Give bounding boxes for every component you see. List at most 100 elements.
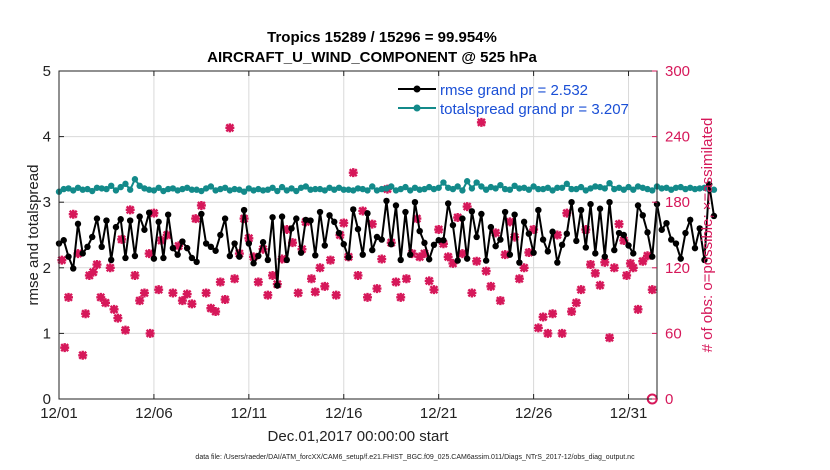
obs-assimilated-marker [638, 256, 648, 266]
obs-assimilated-marker [288, 238, 298, 248]
obs-assimilated-marker [125, 205, 135, 215]
rmse-point [60, 237, 67, 244]
obs-assimilated-marker [529, 225, 539, 235]
obs-assimilated-marker [315, 263, 325, 273]
rmse-point [316, 208, 324, 216]
obs-assimilated-marker [96, 292, 106, 302]
obs-assimilated-marker [206, 303, 216, 313]
totalspread-point [525, 186, 533, 193]
rmse-point [103, 217, 110, 224]
y-axis-label: rmse and totalspread [25, 165, 42, 306]
rmse-point [383, 197, 390, 205]
rmse-point [568, 199, 575, 206]
rmse-point [217, 231, 224, 239]
rmse-point [369, 246, 376, 254]
obs-assimilated-marker [600, 257, 610, 267]
obs-assimilated-marker [614, 219, 624, 229]
rmse-point [183, 244, 191, 252]
obs-assimilated-marker [429, 285, 439, 295]
obs-assimilated-marker [60, 343, 70, 353]
obs-assimilated-marker [605, 333, 615, 343]
totalspread-point [473, 179, 480, 186]
x-tick-label: 12/16 [325, 405, 363, 422]
totalspread-point [364, 187, 371, 194]
totalspread-point [416, 186, 423, 193]
rmse-point [468, 208, 476, 215]
totalspread-point [307, 186, 314, 193]
obs-assimilated-marker [495, 296, 505, 306]
obs-assimilated-marker [177, 296, 187, 306]
obs-assimilated-marker [538, 312, 548, 322]
rmse-point [625, 242, 632, 249]
obs-assimilated-marker [590, 268, 600, 278]
obs-assimilated-marker [434, 225, 444, 235]
rmse-point [117, 216, 124, 223]
totalspread-point [131, 176, 139, 183]
x-tick-labels: 12/01 12/06 12/11 12/16 12/21 12/26 12/31 [40, 405, 647, 422]
rmse-point [416, 227, 423, 235]
rmse-point [74, 220, 82, 228]
rmse-point [411, 199, 419, 206]
obs-assimilated-marker [306, 274, 316, 284]
rmse-point [549, 228, 556, 235]
rmse-point [687, 216, 694, 224]
totalspread-point [288, 185, 295, 192]
y-right-tick-label: 60 [665, 325, 682, 342]
x-tick-label: 12/01 [40, 405, 78, 422]
totalspread-point [672, 184, 680, 191]
rmse-point [454, 257, 461, 264]
totalspread-point [240, 188, 248, 195]
totalspread-point [198, 187, 205, 195]
obs-assimilated-marker [581, 225, 591, 235]
rmse-point [264, 256, 272, 264]
obs-assimilated-marker [109, 304, 119, 314]
totalspread-point [482, 186, 490, 193]
totalspread-point [122, 180, 129, 188]
rmse-point [388, 240, 395, 248]
rmse-point [326, 212, 333, 219]
rmse-point [459, 215, 466, 222]
rmse-point [573, 237, 580, 245]
totalspread-point [321, 187, 328, 194]
rmse-point [544, 248, 552, 255]
totalspread-point [108, 182, 115, 189]
rmse-point [278, 213, 286, 220]
obs-assimilated-marker [586, 260, 596, 270]
obs-assimilated-marker [443, 252, 453, 262]
obs-assimilated-marker [622, 270, 632, 280]
rmse-point [331, 218, 338, 226]
rmse-point [463, 255, 471, 262]
obs-assimilated-marker [514, 274, 524, 284]
rmse-point [202, 240, 210, 247]
chart-title-line1: Tropics 15289 / 15296 = 99.954% [267, 29, 497, 46]
totalspread-point [259, 187, 267, 194]
obs-assimilated-marker [619, 235, 629, 245]
y-tick-label: 2 [43, 260, 51, 277]
rmse-point [596, 205, 604, 212]
obs-assimilated-marker [331, 290, 341, 300]
totalspread-point [89, 187, 96, 195]
obs-assimilated-marker [187, 299, 197, 309]
totalspread-point [293, 187, 300, 195]
totalspread-point [506, 186, 514, 193]
obs-assimilated-marker [182, 289, 192, 299]
rmse-point [649, 253, 656, 260]
obs-assimilated-marker [625, 258, 635, 268]
rmse-point [402, 208, 409, 216]
plot-area [55, 70, 718, 405]
rmse-point [354, 225, 362, 233]
totalspread-point [435, 184, 442, 191]
rmse-point [701, 256, 708, 264]
obs-assimilated-marker [377, 254, 387, 264]
totalspread-point [511, 182, 518, 189]
rmse-point [392, 202, 400, 209]
rmse-point [558, 241, 566, 249]
rmse-point [639, 212, 646, 219]
totalspread-point [710, 186, 718, 193]
rmse-point [345, 254, 352, 261]
obs-assimilated-marker [576, 285, 586, 295]
obs-assimilated-marker [595, 280, 605, 290]
rmse-point [231, 240, 238, 247]
obs-assimilated-marker [362, 292, 372, 302]
y-right-tick-labels: 0 60 120 180 240 300 [665, 63, 690, 408]
